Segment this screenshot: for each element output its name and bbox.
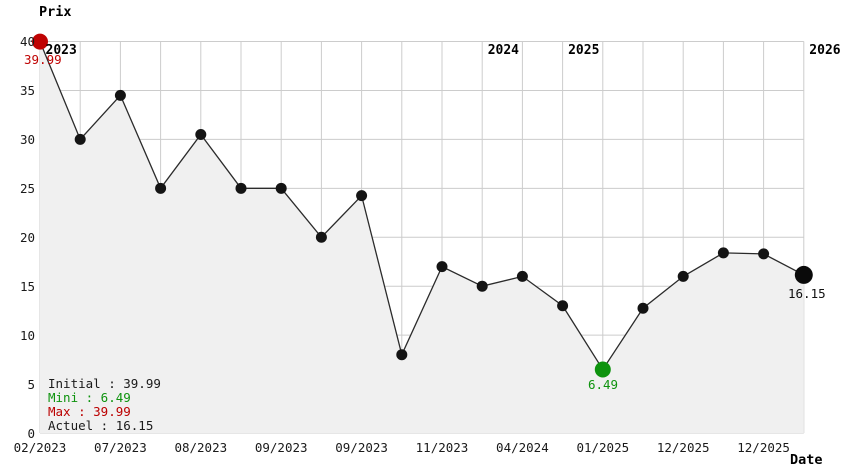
price-line: [39, 41, 805, 371]
data-point: [114, 89, 126, 101]
x-tick-label: 01/2025: [576, 440, 630, 455]
data-point: [557, 300, 569, 312]
x-tick-label: 09/2023: [335, 440, 388, 455]
x-tick-label: 08/2023: [174, 440, 228, 455]
data-point: [758, 248, 770, 260]
y-tick-label: 15: [19, 278, 35, 294]
current-price-point: [794, 265, 813, 284]
year-label: 2024: [487, 43, 519, 58]
current-price-annotation: 16.15: [788, 286, 826, 301]
y-axis-title: Prix: [39, 4, 72, 20]
year-label: 2023: [45, 43, 77, 58]
data-point: [155, 182, 167, 194]
data-point: [516, 270, 528, 282]
legend-initial: Initial : 39.99: [48, 376, 161, 391]
min-price-point: [594, 361, 611, 378]
initial-price-annotation: 39.99: [24, 52, 62, 67]
y-tick-label: 20: [19, 229, 35, 245]
x-tick-label: 09/2023: [254, 440, 308, 455]
y-tick-label: 5: [27, 376, 35, 392]
area-fill: [40, 41, 804, 434]
x-tick-label: 04/2024: [496, 440, 549, 455]
y-tick-label: 10: [19, 327, 35, 343]
data-point: [476, 280, 488, 292]
data-point: [436, 261, 448, 273]
data-point: [235, 182, 247, 194]
min-price-annotation: 6.49: [587, 377, 619, 392]
x-axis-title: Date: [790, 452, 823, 468]
y-tick-label: 35: [19, 82, 35, 98]
data-point: [677, 270, 689, 282]
y-tick-label: 25: [19, 180, 35, 196]
x-tick-label: 07/2023: [94, 440, 147, 455]
y-tick-label: 0: [27, 425, 35, 441]
data-point: [396, 349, 408, 361]
data-point: [74, 133, 86, 145]
data-point: [315, 231, 327, 243]
x-tick-label: 12/2025: [737, 440, 790, 455]
data-point: [275, 182, 287, 194]
initial-price-point: [32, 33, 48, 50]
legend-mini: Mini : 6.49: [48, 390, 131, 405]
data-point: [195, 128, 207, 140]
y-tick-label: 30: [19, 131, 35, 147]
data-point: [717, 247, 729, 259]
x-tick-label: 11/2023: [415, 440, 469, 455]
data-point: [637, 302, 649, 314]
year-label: 2025: [568, 43, 600, 58]
x-tick-label: 02/2023: [13, 440, 67, 455]
y-tick-label: 40: [19, 34, 35, 49]
price-summary-legend: Initial : 39.99 Mini : 6.49 Max : 39.99 …: [48, 377, 161, 433]
legend-max: Max : 39.99: [48, 404, 131, 419]
data-point: [356, 190, 368, 202]
year-label: 2026: [809, 43, 841, 58]
legend-actuel: Actuel : 16.15: [48, 418, 154, 433]
x-tick-label: 12/2025: [656, 440, 710, 455]
